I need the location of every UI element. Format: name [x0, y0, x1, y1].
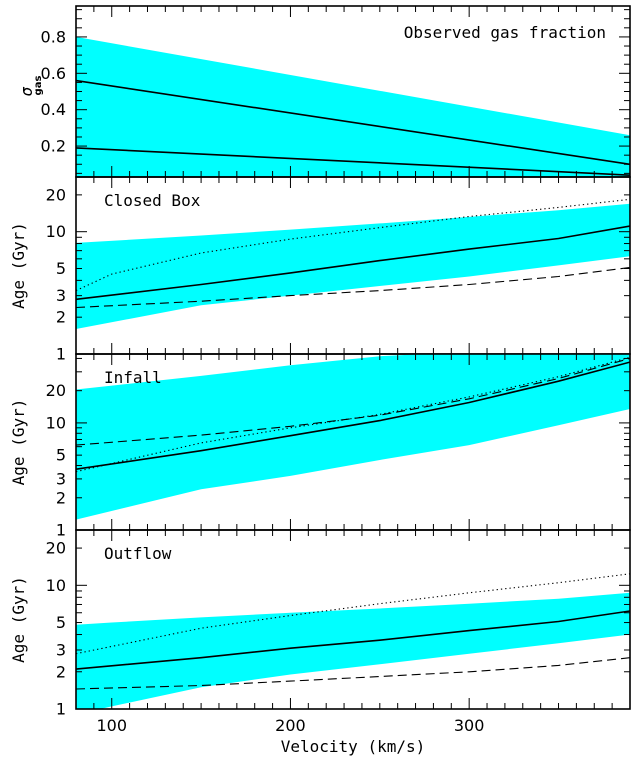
series-solid-line	[76, 79, 630, 166]
y-tick-label: 0.8	[41, 27, 66, 46]
x-axis-label: Velocity (km/s)	[281, 737, 426, 756]
y-axis-label: σ	[17, 86, 36, 96]
plot-area	[76, 573, 630, 709]
x-tick-label: 100	[96, 716, 127, 735]
plot-area	[76, 354, 630, 520]
y-axis-label: Age (Gyr)	[9, 222, 28, 309]
series-dashed-line	[76, 266, 630, 309]
y-tick-label: 3	[56, 640, 66, 659]
panel-3: 1 23 5 10 20 Infall Age (Gyr)	[9, 353, 631, 540]
y-tick-label: 10	[46, 222, 66, 241]
panel-title: Closed Box	[104, 191, 201, 210]
y-tick-label: 2	[56, 308, 66, 327]
y-tick-label: 3	[56, 469, 66, 488]
plot-area	[76, 36, 630, 177]
series-solid-line	[76, 147, 630, 176]
series-dashed-line	[76, 657, 630, 690]
series-dotted-line	[76, 198, 630, 292]
y-tick-label: 0.4	[41, 100, 66, 119]
ticks	[75, 530, 631, 710]
y-tick-label: 3	[56, 286, 66, 305]
y-tick-label: 2	[56, 488, 66, 507]
y-tick-label: 20	[46, 381, 66, 400]
y-tick-label: 5	[56, 259, 66, 278]
y-tick-label: 5	[56, 446, 66, 465]
x-tick-label: 300	[454, 716, 485, 735]
y-tick-label: 10	[46, 413, 66, 432]
ticks	[75, 177, 631, 355]
y-tick-label: 20	[46, 539, 66, 558]
plot-area	[76, 198, 630, 329]
y-tick-label: 0.6	[41, 64, 66, 83]
panel-title: Outflow	[104, 544, 172, 563]
y-tick-label: 1	[56, 521, 66, 540]
confidence-band	[76, 36, 630, 177]
panel-frame	[75, 529, 631, 710]
y-tick-label: 1	[56, 700, 66, 719]
confidence-band	[76, 354, 630, 520]
y-tick-label: 5	[56, 613, 66, 632]
series-solid-line	[76, 225, 630, 301]
y-axis-label-subscript: gas	[33, 76, 44, 96]
y-tick-label: 2	[56, 662, 66, 681]
series-solid-line	[76, 361, 630, 470]
x-tick-label: 200	[275, 716, 306, 735]
panel-title: Observed gas fraction	[404, 23, 606, 42]
y-axis-label: Age (Gyr)	[9, 399, 28, 486]
panel-title: Infall	[104, 368, 162, 387]
y-tick-label: 1	[56, 345, 66, 364]
panel-2: 1 2 3 5 10 20 Closed Box Age (Gyr)	[9, 176, 631, 364]
y-tick-label: 20	[46, 185, 66, 204]
confidence-band	[76, 203, 630, 329]
confidence-band	[76, 592, 630, 709]
series-solid-line	[76, 610, 630, 670]
panel-4: 1 2 3 5 10 20 100 200 300 Outflow Age (Gyr) Velocit…	[9, 529, 631, 756]
y-axis-label: Age (Gyr)	[9, 576, 28, 663]
y-tick-label: 10	[46, 576, 66, 595]
y-tick-label: 0.2	[41, 137, 66, 156]
